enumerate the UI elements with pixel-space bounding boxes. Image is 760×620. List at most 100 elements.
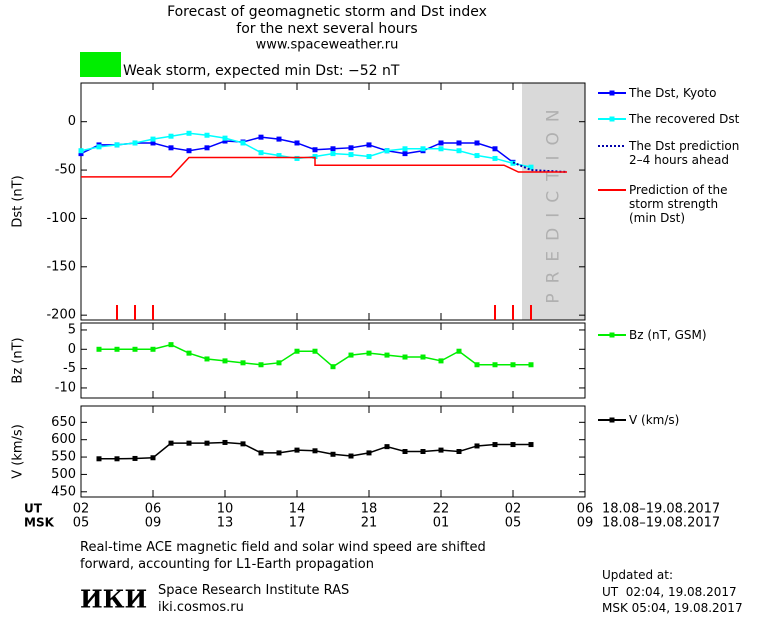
updated-ut: UT 02:04, 19.08.2017 xyxy=(602,585,737,599)
point xyxy=(240,360,246,366)
point xyxy=(150,140,156,146)
point xyxy=(474,140,480,146)
point xyxy=(168,440,174,446)
point xyxy=(204,132,210,138)
y-tick-label: -50 xyxy=(55,163,76,178)
point xyxy=(150,346,156,352)
legend-marker xyxy=(609,332,615,338)
point xyxy=(114,456,120,462)
storm-indicator xyxy=(80,52,121,77)
x-tick-label: 18 xyxy=(361,502,378,517)
point xyxy=(492,362,498,368)
point xyxy=(330,146,336,152)
point xyxy=(312,154,318,160)
point xyxy=(294,140,300,146)
point xyxy=(258,450,264,456)
y-tick-label: -100 xyxy=(46,211,76,226)
point xyxy=(78,148,84,154)
point xyxy=(96,456,102,462)
x-tick-label: 22 xyxy=(433,502,450,517)
x-tick-label: 06 xyxy=(577,502,594,517)
point xyxy=(204,440,210,446)
point xyxy=(294,447,300,453)
point xyxy=(474,153,480,159)
x-tick-label: 17 xyxy=(289,516,306,531)
legend-marker xyxy=(609,417,615,423)
point xyxy=(150,136,156,142)
x-tick-label: 21 xyxy=(361,516,378,531)
point xyxy=(492,146,498,152)
point xyxy=(420,354,426,360)
footer-note: Real-time ACE magnetic field and solar w… xyxy=(80,540,486,555)
point xyxy=(114,346,120,352)
x-axis-label: MSK xyxy=(24,516,55,530)
point xyxy=(420,449,426,454)
legend-marker xyxy=(609,90,615,96)
point xyxy=(222,135,228,141)
prediction-label: PREDICTION xyxy=(544,99,564,303)
point xyxy=(132,346,138,352)
point xyxy=(438,140,444,146)
point xyxy=(384,352,390,358)
point xyxy=(96,346,102,352)
y-tick-label: -10 xyxy=(55,380,76,395)
point xyxy=(402,151,408,157)
point xyxy=(510,442,516,448)
point xyxy=(204,356,210,362)
panel-frame xyxy=(80,405,586,498)
point xyxy=(78,151,84,157)
point xyxy=(294,155,300,161)
series-line xyxy=(99,343,531,368)
y-tick-label: 500 xyxy=(51,467,76,482)
point xyxy=(240,441,246,447)
institute: Space Research Institute RAS xyxy=(158,583,350,598)
point xyxy=(384,148,390,154)
point xyxy=(528,362,534,368)
x-tick-label: 05 xyxy=(505,516,522,531)
y-tick-label: -200 xyxy=(46,308,76,323)
y-tick-label: 5 xyxy=(68,322,76,337)
x-tick-label: 09 xyxy=(577,516,594,531)
legend-entry: The recovered Dst xyxy=(629,112,740,126)
panel-frame xyxy=(80,82,586,321)
point xyxy=(114,142,120,148)
point xyxy=(258,362,264,368)
site: iki.cosmos.ru xyxy=(158,600,244,615)
point xyxy=(438,447,444,453)
point xyxy=(132,455,138,461)
point xyxy=(222,358,228,364)
point xyxy=(186,440,192,446)
point xyxy=(456,449,462,454)
title-line: for the next several hours xyxy=(236,21,417,37)
series-line xyxy=(80,132,532,168)
point xyxy=(132,140,138,146)
point xyxy=(204,145,210,151)
y-axis-label: Bz (nT) xyxy=(11,337,26,383)
point xyxy=(186,130,192,136)
point xyxy=(96,144,102,150)
point xyxy=(276,153,282,159)
point xyxy=(366,450,372,456)
legend-entry: Prediction of the storm strength (min Ds… xyxy=(629,183,728,225)
y-tick-label: 600 xyxy=(51,432,76,447)
point xyxy=(348,152,354,158)
y-tick-label: 0 xyxy=(68,342,76,357)
title-line: Forecast of geomagnetic storm and Dst in… xyxy=(167,4,487,20)
y-tick-label: 450 xyxy=(51,484,76,499)
footer-note: forward, accounting for L1-Earth propaga… xyxy=(80,557,374,572)
y-tick-label: 550 xyxy=(51,450,76,465)
storm-label: Weak storm, expected min Dst: −52 nT xyxy=(123,63,400,79)
point xyxy=(312,147,318,153)
point xyxy=(384,444,390,450)
y-tick-label: 0 xyxy=(68,114,76,129)
x-tick-label: 02 xyxy=(73,502,90,517)
updated-msk: MSK 05:04, 19.08.2017 xyxy=(602,601,743,615)
x-tick-label: 10 xyxy=(217,502,234,517)
x-tick-label: 02 xyxy=(505,502,522,517)
point xyxy=(258,150,264,156)
point xyxy=(366,142,372,148)
point xyxy=(420,146,426,152)
point xyxy=(438,146,444,152)
